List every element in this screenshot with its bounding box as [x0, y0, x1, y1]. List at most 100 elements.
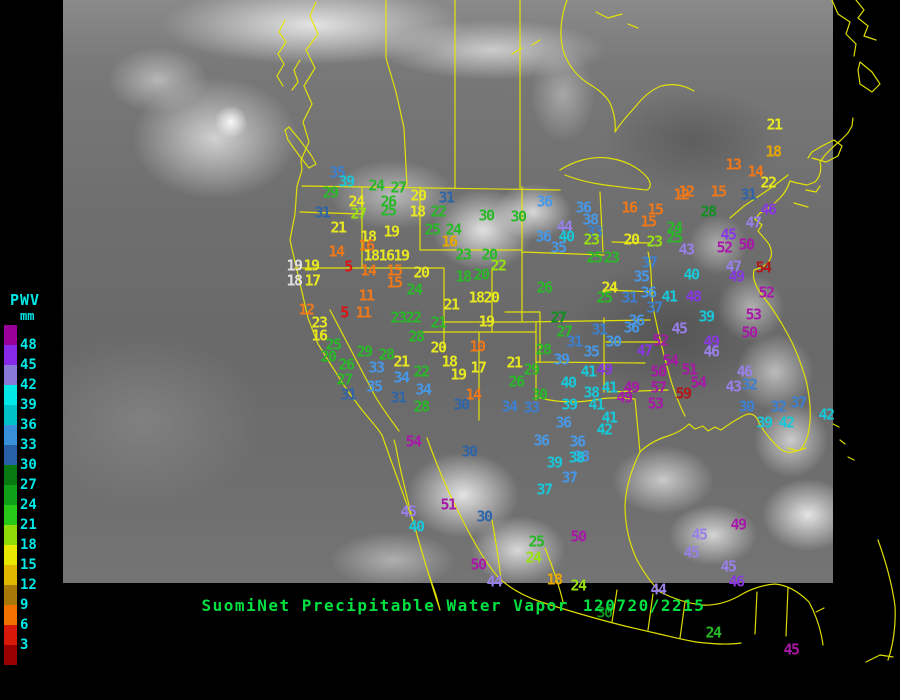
- coastline-yucatan: [659, 583, 824, 646]
- station-pwv-value: 31: [621, 288, 638, 307]
- station-pwv-value: 5: [340, 303, 349, 322]
- station-pwv-value: 28: [378, 345, 395, 364]
- station-pwv-value: 40: [683, 265, 700, 284]
- station-pwv-value: 24: [445, 220, 462, 239]
- station-pwv-value: 18: [455, 267, 472, 286]
- station-pwv-value: 22: [413, 362, 430, 381]
- product-datetime: 120720/2215: [582, 596, 706, 615]
- station-pwv-value: 19: [478, 312, 495, 331]
- legend-label: 45: [20, 357, 37, 373]
- station-pwv-value: 20: [413, 263, 430, 282]
- station-pwv-value: 12: [298, 300, 315, 319]
- station-pwv-value: 11: [358, 286, 375, 305]
- station-pwv-value: 36: [555, 413, 572, 432]
- station-pwv-value: 26: [508, 372, 525, 391]
- station-pwv-value: 20: [623, 230, 640, 249]
- station-pwv-value: 21: [766, 115, 783, 134]
- station-pwv-value: 39: [546, 453, 563, 472]
- legend-swatch: [4, 405, 17, 425]
- vancouver-island: [284, 126, 317, 169]
- station-pwv-value: 39: [553, 350, 570, 369]
- station-pwv-value: 49: [730, 515, 747, 534]
- station-pwv-value: 46: [728, 572, 745, 591]
- station-pwv-value: 21: [443, 295, 460, 314]
- station-pwv-value: 14: [747, 162, 764, 181]
- station-pwv-value: 46: [703, 342, 720, 361]
- station-pwv-value: 30: [605, 332, 622, 351]
- station-pwv-value: 23: [603, 248, 620, 267]
- legend-title: PWV: [10, 291, 41, 309]
- station-pwv-value: 19: [393, 246, 410, 265]
- station-pwv-value: 20: [410, 186, 427, 205]
- station-pwv-value: 52: [652, 331, 669, 350]
- station-pwv-value: 17: [470, 358, 487, 377]
- station-pwv-value: 35: [583, 342, 600, 361]
- station-pwv-value: 30: [476, 507, 493, 526]
- legend-swatch: [4, 625, 17, 645]
- station-pwv-value: 21: [506, 353, 523, 372]
- station-pwv-value: 16: [621, 198, 638, 217]
- station-pwv-value: 23: [646, 232, 663, 251]
- station-pwv-value: 28: [700, 202, 717, 221]
- station-pwv-value: 27: [390, 178, 407, 197]
- station-pwv-value: 24: [705, 623, 722, 642]
- station-pwv-value: 41: [580, 362, 597, 381]
- station-pwv-value: 41: [661, 287, 678, 306]
- legend-label: 3: [20, 637, 29, 653]
- station-pwv-value: 14: [360, 261, 377, 280]
- station-pwv-value: 20: [481, 245, 498, 264]
- legend-swatch: [4, 385, 17, 405]
- station-pwv-value: 54: [690, 373, 707, 392]
- station-pwv-value: 21: [330, 218, 347, 237]
- station-pwv-value: 41: [588, 395, 605, 414]
- station-pwv-value: 36: [623, 318, 640, 337]
- station-pwv-value: 20: [430, 338, 447, 357]
- station-pwv-value: 51: [440, 495, 457, 514]
- station-pwv-value: 46: [736, 362, 753, 381]
- station-pwv-value: 26: [536, 278, 553, 297]
- station-pwv-value: 16: [378, 246, 395, 265]
- legend-label: 48: [20, 337, 37, 353]
- station-pwv-value: 26: [338, 355, 355, 374]
- station-pwv-value: 25: [424, 220, 441, 239]
- legend-swatch: [4, 525, 17, 545]
- station-pwv-value: 50: [650, 362, 667, 381]
- station-pwv-value: 41: [601, 408, 618, 427]
- station-pwv-value: 33: [523, 398, 540, 417]
- station-pwv-value: 54: [662, 351, 679, 370]
- legend-swatch: [4, 465, 17, 485]
- station-pwv-value: 19: [383, 222, 400, 241]
- station-pwv-value: 44: [556, 217, 573, 236]
- station-pwv-value: 16: [311, 326, 328, 345]
- station-pwv-value: 31: [566, 332, 583, 351]
- station-pwv-value: 49: [616, 388, 633, 407]
- station-pwv-value: 39: [338, 172, 355, 191]
- station-pwv-value: 59: [675, 384, 692, 403]
- station-pwv-value: 19: [303, 256, 320, 275]
- station-pwv-value: 30: [461, 442, 478, 461]
- station-pwv-value: 42: [818, 405, 835, 424]
- station-pwv-value: 19: [450, 365, 467, 384]
- station-pwv-value: 25: [586, 248, 603, 267]
- station-pwv-value: 31: [314, 203, 331, 222]
- station-pwv-value: 27: [556, 322, 573, 341]
- us-canada-border: [301, 185, 745, 219]
- station-pwv-value: 45: [691, 525, 708, 544]
- station-pwv-value: 49: [728, 267, 745, 286]
- station-pwv-value: 16: [441, 232, 458, 251]
- station-pwv-value: 50: [738, 235, 755, 254]
- station-pwv-value: 44: [486, 572, 503, 591]
- legend-swatch: [4, 565, 17, 585]
- station-pwv-value: 10: [469, 337, 486, 356]
- station-pwv-value: 41: [601, 378, 618, 397]
- station-pwv-value: 15: [640, 212, 657, 231]
- legend-label: 24: [20, 497, 37, 513]
- station-pwv-value: 12: [673, 185, 690, 204]
- station-pwv-value: 31: [591, 320, 608, 339]
- station-pwv-value: 46: [760, 200, 777, 219]
- station-pwv-value: 15: [647, 200, 664, 219]
- coastline-baja: [381, 434, 441, 611]
- station-pwv-value: 31: [740, 185, 757, 204]
- station-pwv-value: 40: [558, 227, 575, 246]
- station-pwv-value: 24: [666, 218, 683, 237]
